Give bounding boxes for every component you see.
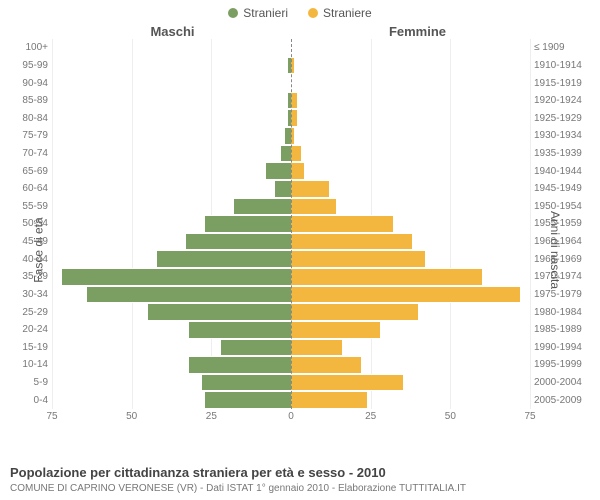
header-male: Maschi (0, 24, 295, 39)
population-pyramid-chart: Stranieri Straniere Maschi Femmine Fasce… (0, 0, 600, 500)
birth-year-label: 1990-1994 (534, 342, 594, 353)
age-label: 35-39 (4, 271, 48, 282)
x-tick: 50 (126, 411, 137, 422)
x-tick: 75 (524, 411, 535, 422)
age-label: 15-19 (4, 342, 48, 353)
birth-year-label: 1925-1929 (534, 113, 594, 124)
bar-female (291, 180, 329, 198)
legend-item-female: Straniere (308, 6, 372, 20)
birth-year-label: 1965-1969 (534, 254, 594, 265)
bar-female (291, 268, 482, 286)
age-label: 10-14 (4, 359, 48, 370)
bar-male (189, 356, 291, 374)
bar-female (291, 215, 393, 233)
legend-label-female: Straniere (323, 6, 372, 20)
bar-male (205, 215, 291, 233)
legend: Stranieri Straniere (0, 0, 600, 20)
bar-female (291, 145, 301, 163)
birth-year-label: 1960-1964 (534, 236, 594, 247)
bar-male (202, 374, 291, 392)
bar-male (87, 286, 291, 304)
birth-year-label: 1980-1984 (534, 307, 594, 318)
bar-male (275, 180, 291, 198)
age-label: 30-34 (4, 289, 48, 300)
bar-male (221, 339, 291, 357)
age-label: 60-64 (4, 183, 48, 194)
age-label: 5-9 (4, 377, 48, 388)
birth-year-label: 1985-1989 (534, 324, 594, 335)
center-line (291, 39, 292, 409)
age-label: 45-49 (4, 236, 48, 247)
age-label: 85-89 (4, 95, 48, 106)
x-tick: 75 (46, 411, 57, 422)
birth-year-label: ≤ 1909 (534, 42, 594, 53)
x-tick: 25 (206, 411, 217, 422)
birth-year-label: 1950-1954 (534, 201, 594, 212)
birth-year-label: 1970-1974 (534, 271, 594, 282)
birth-year-label: 1940-1944 (534, 166, 594, 177)
age-label: 100+ (4, 42, 48, 53)
age-label: 55-59 (4, 201, 48, 212)
age-label: 80-84 (4, 113, 48, 124)
birth-year-label: 1975-1979 (534, 289, 594, 300)
birth-year-label: 1910-1914 (534, 60, 594, 71)
birth-year-label: 2000-2004 (534, 377, 594, 388)
legend-item-male: Stranieri (228, 6, 288, 20)
birth-year-label: 1935-1939 (534, 148, 594, 159)
age-label: 95-99 (4, 60, 48, 71)
bar-female (291, 233, 412, 251)
bar-female (291, 303, 418, 321)
age-label: 40-44 (4, 254, 48, 265)
age-label: 0-4 (4, 395, 48, 406)
x-tick: 0 (288, 411, 294, 422)
legend-label-male: Stranieri (243, 6, 288, 20)
age-label: 20-24 (4, 324, 48, 335)
bar-male (62, 268, 291, 286)
bar-female (291, 339, 342, 357)
chart-caption: Popolazione per cittadinanza straniera p… (10, 465, 590, 480)
birth-year-label: 1995-1999 (534, 359, 594, 370)
bar-female (291, 162, 304, 180)
x-tick: 50 (445, 411, 456, 422)
bar-male (281, 145, 291, 163)
bar-male (148, 303, 291, 321)
bar-female (291, 198, 336, 216)
bar-female (291, 321, 380, 339)
bar-female (291, 356, 361, 374)
legend-swatch-female (308, 8, 318, 18)
bar-male (234, 198, 291, 216)
header-female: Femmine (295, 24, 600, 39)
x-axis: 7550250255075 (52, 409, 530, 429)
birth-year-label: 1930-1934 (534, 130, 594, 141)
bar-female (291, 286, 520, 304)
bar-male (157, 250, 291, 268)
bar-male (186, 233, 291, 251)
age-label: 65-69 (4, 166, 48, 177)
age-label: 25-29 (4, 307, 48, 318)
x-tick: 25 (365, 411, 376, 422)
legend-swatch-male (228, 8, 238, 18)
age-label: 90-94 (4, 78, 48, 89)
chart-subcaption: COMUNE DI CAPRINO VERONESE (VR) - Dati I… (10, 483, 590, 494)
birth-year-label: 1945-1949 (534, 183, 594, 194)
birth-year-label: 1920-1924 (534, 95, 594, 106)
birth-year-label: 2005-2009 (534, 395, 594, 406)
column-headers: Maschi Femmine (0, 24, 600, 39)
bar-female (291, 250, 425, 268)
age-label: 70-74 (4, 148, 48, 159)
birth-year-label: 1915-1919 (534, 78, 594, 89)
plot-area: 100+≤ 190995-991910-191490-941915-191985… (52, 39, 530, 429)
birth-year-label: 1955-1959 (534, 218, 594, 229)
bar-female (291, 391, 367, 409)
bar-female (291, 374, 403, 392)
age-label: 50-54 (4, 218, 48, 229)
bar-male (205, 391, 291, 409)
bar-male (189, 321, 291, 339)
bar-male (266, 162, 291, 180)
age-label: 75-79 (4, 130, 48, 141)
